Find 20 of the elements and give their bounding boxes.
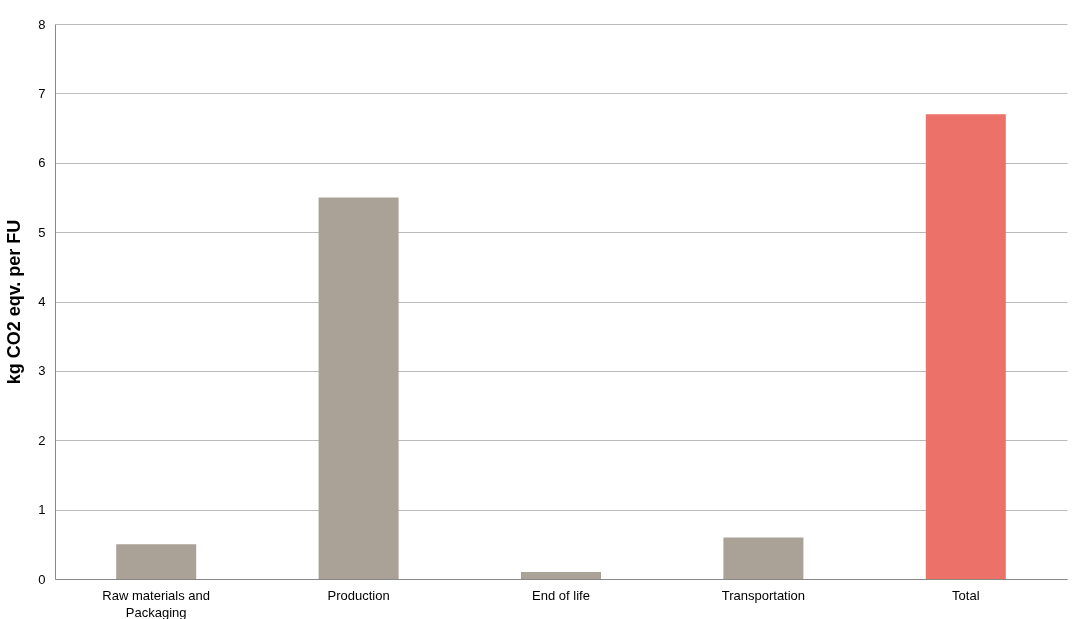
y-tick-label: 6 bbox=[38, 155, 46, 171]
y-tick-label: 7 bbox=[38, 85, 46, 101]
bar bbox=[723, 537, 804, 579]
x-tick-label: Total bbox=[952, 587, 980, 603]
y-tick-label: 4 bbox=[38, 294, 46, 309]
bar bbox=[318, 197, 399, 579]
y-tick-label: 1 bbox=[38, 502, 46, 518]
y-tick-label: 5 bbox=[38, 224, 46, 240]
bar bbox=[116, 544, 197, 579]
x-tick-label: Transportation bbox=[721, 587, 806, 603]
x-tick-label: Raw materials and Packaging bbox=[102, 587, 211, 619]
y-axis-title: kg CO2 eqv. per FU bbox=[4, 219, 25, 385]
y-tick-label: 8 bbox=[38, 16, 46, 32]
bar bbox=[521, 572, 601, 579]
y-tick-label: 0 bbox=[38, 571, 46, 587]
x-tick-label: Production bbox=[327, 587, 390, 603]
y-tick-label: 2 bbox=[38, 432, 46, 448]
x-tick-label: End of life bbox=[532, 587, 590, 603]
y-tick-label: 3 bbox=[38, 363, 46, 379]
bar bbox=[925, 114, 1006, 579]
